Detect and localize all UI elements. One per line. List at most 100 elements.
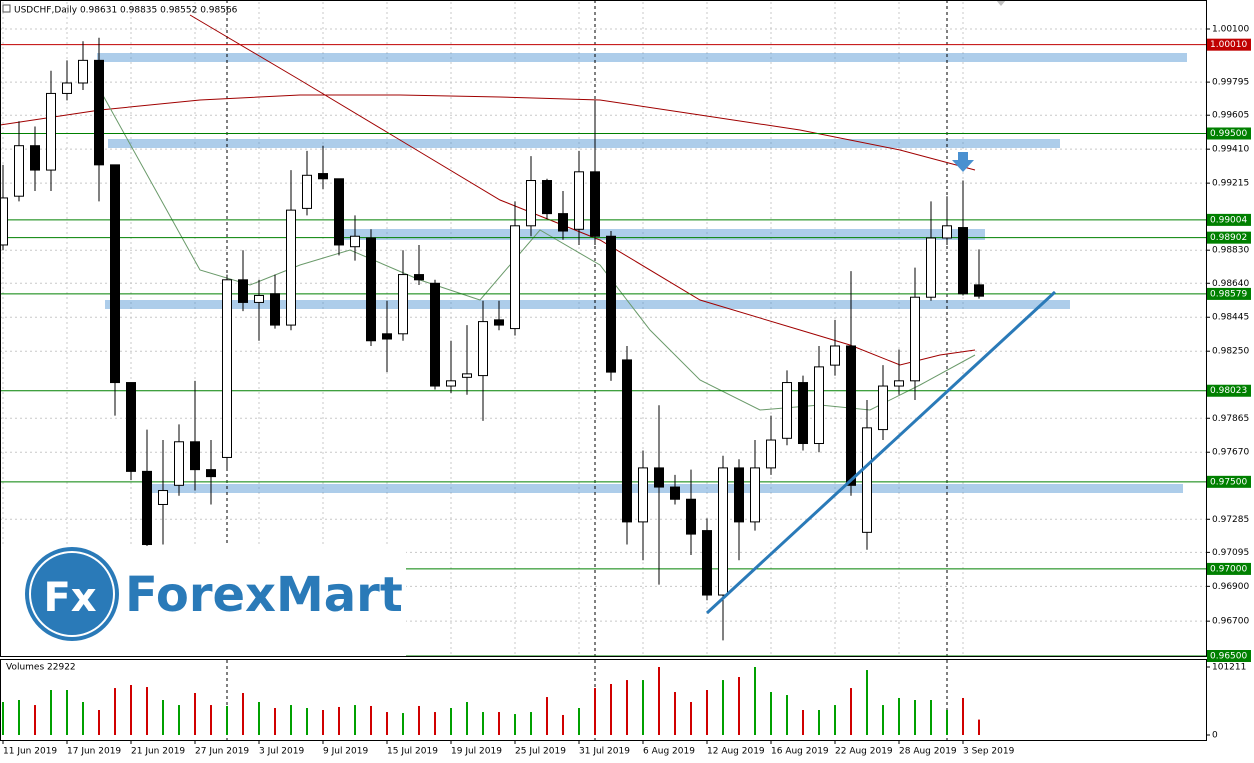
labels: USDCHF,Daily 0.98631 0.98835 0.98552 0.9… xyxy=(2,4,1251,757)
volume-title: Volumes 22922 xyxy=(6,663,76,673)
x-tick-label: 31 Jul 2019 xyxy=(579,747,630,757)
candle-body xyxy=(62,82,72,94)
x-tick-label: 3 Sep 2019 xyxy=(963,747,1015,757)
down-arrow xyxy=(952,152,974,172)
chart-title: USDCHF,Daily 0.98631 0.98835 0.98552 0.9… xyxy=(14,6,238,16)
candle-body xyxy=(542,180,552,215)
zone-band xyxy=(108,139,1060,148)
x-tick-label: 16 Aug 2019 xyxy=(771,747,829,757)
shift-marker xyxy=(996,0,1006,6)
level-label: 0.98023 xyxy=(1210,386,1247,396)
candle-body xyxy=(414,274,424,281)
candle-body xyxy=(814,366,824,445)
logo-icon-text: Fx xyxy=(43,575,96,621)
candle-body xyxy=(878,385,888,431)
level-label-box xyxy=(1207,38,1251,51)
candle-body xyxy=(942,225,952,239)
candle-body xyxy=(78,59,88,84)
candle-body xyxy=(974,284,984,297)
candle-body xyxy=(190,441,200,471)
zone-band xyxy=(105,300,1070,309)
candle-body xyxy=(846,345,856,486)
candle-body xyxy=(446,380,456,387)
level-label-box xyxy=(1207,231,1251,244)
y-tick-label: 0.96900 xyxy=(1212,582,1249,592)
candles xyxy=(0,37,984,735)
candle-body xyxy=(158,490,168,505)
candle-body xyxy=(894,380,904,387)
candle-body xyxy=(350,235,360,248)
candle-body xyxy=(430,282,440,387)
candle-body xyxy=(238,279,248,303)
candle-body xyxy=(254,294,264,303)
candle-body xyxy=(526,180,536,227)
y-tick-label: 0.98445 xyxy=(1212,313,1249,323)
logo-ring xyxy=(29,551,115,637)
candle-body xyxy=(30,145,40,171)
candle-body xyxy=(126,382,136,472)
candle-body xyxy=(174,441,184,486)
plot-frame xyxy=(0,0,1207,657)
level-label: 0.96500 xyxy=(1210,652,1247,662)
axes xyxy=(0,0,1207,741)
y-tick-label: 0.99795 xyxy=(1212,78,1249,88)
candle-body xyxy=(0,197,8,246)
level-label: 0.98579 xyxy=(1210,289,1247,299)
level-label-box xyxy=(1207,475,1251,488)
candle-body xyxy=(318,173,328,180)
candle-body xyxy=(510,225,520,330)
x-tick-label: 22 Aug 2019 xyxy=(835,747,893,757)
x-tick-label: 19 Jul 2019 xyxy=(451,747,502,757)
zone-band xyxy=(340,229,985,240)
candle-body xyxy=(558,213,568,232)
logo: Fx ForexMart xyxy=(0,546,406,656)
level-label-box xyxy=(1207,384,1251,397)
level-label-box xyxy=(1207,287,1251,300)
x-tick-label: 28 Aug 2019 xyxy=(899,747,957,757)
x-tick-label: 27 Jun 2019 xyxy=(195,747,249,757)
candle-body xyxy=(494,319,504,326)
logo-text: ForexMart xyxy=(125,567,403,623)
candle-body xyxy=(206,469,216,478)
zone-band xyxy=(97,53,1187,62)
x-tick-label: 17 Jun 2019 xyxy=(67,747,121,757)
candle-body xyxy=(14,145,24,197)
moving-average xyxy=(99,89,976,411)
candle-body xyxy=(958,227,968,295)
y-tick-label: 0.96700 xyxy=(1212,617,1249,627)
candle-body xyxy=(766,439,776,469)
annotations xyxy=(705,0,1057,615)
y-tick-label: 0.97095 xyxy=(1212,548,1249,558)
candle-body xyxy=(462,373,472,378)
x-tick-label: 21 Jun 2019 xyxy=(131,747,185,757)
candle-body xyxy=(750,467,760,523)
candle-body xyxy=(574,171,584,230)
logo-circle xyxy=(25,547,119,641)
volume-frame xyxy=(0,659,1207,741)
volume-tick-label: 0 xyxy=(1212,731,1218,741)
y-tick-label: 0.99410 xyxy=(1212,145,1249,155)
y-tick-label: 0.97865 xyxy=(1212,414,1249,424)
candle-body xyxy=(606,235,616,373)
x-tick-label: 25 Jul 2019 xyxy=(515,747,566,757)
level-label-box xyxy=(1207,213,1251,226)
candle-body xyxy=(46,92,56,171)
x-tick-label: 3 Jul 2019 xyxy=(259,747,304,757)
zone-band xyxy=(150,484,1183,493)
candle-body xyxy=(734,467,744,523)
candle-body xyxy=(830,345,840,366)
candle-body xyxy=(926,237,936,298)
candle-body xyxy=(366,237,376,342)
candle-body xyxy=(478,321,488,377)
level-label: 0.97000 xyxy=(1210,564,1247,574)
x-tick-label: 9 Jul 2019 xyxy=(323,747,368,757)
candle-body xyxy=(910,296,920,382)
y-tick-label: 0.97285 xyxy=(1212,515,1249,525)
level-label: 0.99500 xyxy=(1210,129,1247,139)
y-tick-label: 0.97670 xyxy=(1212,448,1249,458)
candle-body xyxy=(334,178,344,246)
level-label-box xyxy=(1207,650,1251,662)
y-tick-label: 0.98250 xyxy=(1212,347,1249,357)
y-tick-label: 0.99215 xyxy=(1212,179,1249,189)
